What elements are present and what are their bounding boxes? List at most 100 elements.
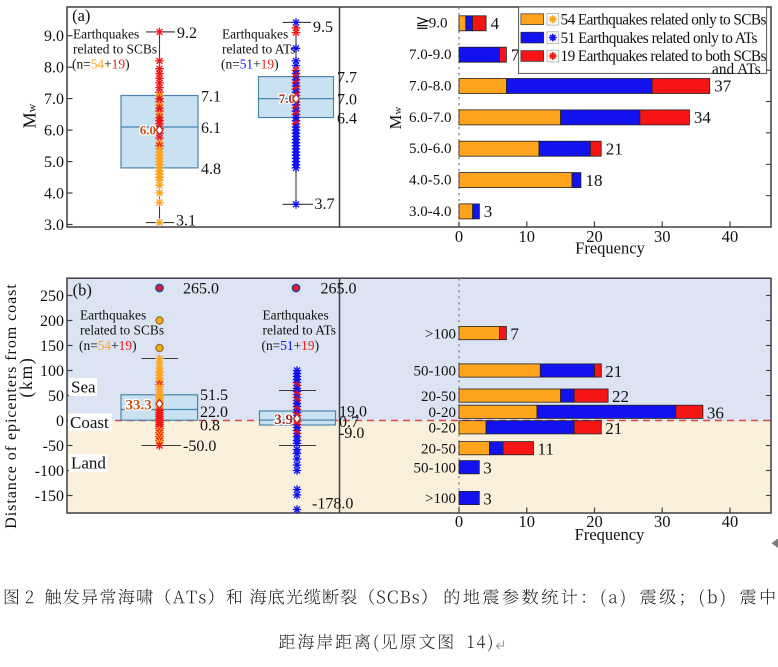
svg-text:20-50: 20-50 — [421, 441, 456, 457]
svg-text:related to ATs: related to ATs — [222, 42, 295, 57]
svg-text:265.0: 265.0 — [321, 281, 357, 298]
svg-text:19.0: 19.0 — [339, 404, 367, 421]
svg-text:100: 100 — [40, 363, 64, 380]
svg-text:18: 18 — [586, 171, 603, 190]
svg-text:10: 10 — [519, 512, 536, 531]
svg-text:Earthquakes: Earthquakes — [222, 27, 288, 42]
svg-text:7: 7 — [510, 325, 519, 344]
svg-text:3.7: 3.7 — [315, 196, 335, 213]
svg-text:(n=54+19): (n=54+19) — [72, 57, 130, 72]
svg-text:Frequency: Frequency — [575, 239, 645, 258]
svg-text:3.0: 3.0 — [44, 217, 64, 234]
svg-text:-9.0: -9.0 — [339, 425, 364, 442]
svg-text:21: 21 — [606, 139, 623, 158]
svg-text:40: 40 — [722, 512, 739, 531]
svg-text:7.0: 7.0 — [279, 91, 295, 106]
svg-text:Coast: Coast — [70, 413, 109, 432]
svg-text:7: 7 — [511, 45, 520, 64]
svg-text:51.5: 51.5 — [200, 387, 228, 404]
svg-text:7.0: 7.0 — [44, 91, 64, 108]
svg-text:(n=51+19): (n=51+19) — [221, 57, 279, 72]
svg-text:21: 21 — [605, 362, 622, 381]
svg-text:265.0: 265.0 — [183, 281, 219, 298]
svg-text:Distance of epicenters from co: Distance of epicenters from coast — [3, 283, 20, 528]
svg-text:20-50: 20-50 — [421, 389, 456, 405]
svg-text:(n=51+19): (n=51+19) — [262, 338, 320, 353]
svg-text:6.0: 6.0 — [44, 123, 64, 140]
svg-text:4.0: 4.0 — [44, 186, 64, 203]
svg-text:-50: -50 — [43, 438, 64, 455]
svg-text:4: 4 — [491, 14, 500, 33]
svg-text:and ATs: and ATs — [712, 61, 761, 78]
svg-text:22: 22 — [612, 387, 629, 406]
svg-text:50: 50 — [48, 388, 64, 405]
svg-text:Land: Land — [71, 454, 106, 473]
svg-text:(n=54+19): (n=54+19) — [79, 338, 137, 353]
svg-text:21: 21 — [605, 419, 622, 438]
svg-text:5.0-6.0: 5.0-6.0 — [409, 141, 452, 157]
svg-text:3: 3 — [483, 490, 492, 509]
svg-text:(km): (km) — [16, 356, 36, 397]
svg-text:-100: -100 — [35, 463, 64, 480]
svg-text:30: 30 — [654, 512, 671, 531]
svg-text:9.0: 9.0 — [429, 16, 448, 32]
svg-text:Frequency: Frequency — [575, 525, 645, 544]
svg-text:-178.0: -178.0 — [312, 496, 353, 513]
svg-text:0.8: 0.8 — [200, 418, 220, 435]
svg-text:22.0: 22.0 — [200, 404, 228, 421]
svg-text:6.1: 6.1 — [201, 120, 221, 137]
svg-text:30: 30 — [654, 227, 671, 246]
svg-text:>100: >100 — [425, 491, 456, 507]
svg-text:20: 20 — [586, 227, 603, 246]
svg-text:-150: -150 — [35, 488, 64, 505]
svg-text:11: 11 — [538, 440, 554, 459]
svg-text:3.0-4.0: 3.0-4.0 — [409, 204, 452, 220]
svg-text:0: 0 — [455, 512, 463, 531]
svg-text:3: 3 — [484, 202, 493, 221]
svg-text:0: 0 — [56, 413, 64, 430]
svg-text:0-20: 0-20 — [429, 421, 457, 437]
svg-text:3.9: 3.9 — [274, 412, 293, 428]
svg-text:Earthquakes: Earthquakes — [80, 307, 146, 322]
svg-text:7.0: 7.0 — [337, 92, 357, 109]
svg-text:Mw: Mw — [20, 103, 40, 128]
svg-text:7.7: 7.7 — [337, 70, 357, 87]
svg-text:(b): (b) — [73, 280, 92, 299]
svg-text:7.1: 7.1 — [201, 89, 221, 106]
svg-text:50-100: 50-100 — [414, 460, 457, 476]
svg-text:Sea: Sea — [71, 378, 96, 397]
svg-text:related to SCBs: related to SCBs — [73, 42, 157, 57]
svg-text:7.0-8.0: 7.0-8.0 — [409, 78, 452, 94]
svg-text:3.1: 3.1 — [176, 212, 196, 229]
svg-text:51 Earthquakes related only to: 51 Earthquakes related only to ATs — [561, 30, 758, 47]
svg-text:5.0: 5.0 — [44, 154, 64, 171]
svg-text:0-20: 0-20 — [429, 405, 457, 421]
svg-text:20: 20 — [586, 512, 603, 531]
svg-text:9.2: 9.2 — [177, 25, 197, 42]
svg-text:4.0-5.0: 4.0-5.0 — [409, 173, 452, 189]
svg-text:50-100: 50-100 — [414, 364, 457, 380]
svg-text:6.4: 6.4 — [337, 111, 357, 128]
svg-text:-50.0: -50.0 — [183, 438, 216, 455]
svg-text:10: 10 — [519, 227, 536, 246]
svg-text:250: 250 — [40, 288, 64, 305]
svg-text:9.5: 9.5 — [313, 19, 333, 36]
svg-text:150: 150 — [40, 338, 64, 355]
svg-text:37: 37 — [714, 77, 732, 96]
svg-text:8.0: 8.0 — [44, 60, 64, 77]
svg-text:related to ATs: related to ATs — [263, 323, 336, 338]
svg-text:54 Earthquakes related only to: 54 Earthquakes related only to SCBs — [561, 11, 767, 28]
svg-text:19 Earthquakes related to both: 19 Earthquakes related to both SCBs — [561, 48, 767, 65]
svg-text:Earthquakes: Earthquakes — [263, 307, 329, 322]
svg-text:Earthquakes: Earthquakes — [73, 27, 139, 42]
svg-text:>100: >100 — [425, 326, 456, 342]
svg-text:6.0: 6.0 — [140, 123, 156, 138]
svg-text:(a): (a) — [72, 6, 90, 25]
svg-text:200: 200 — [40, 313, 64, 330]
svg-text:36: 36 — [707, 403, 724, 422]
svg-text:33.3: 33.3 — [126, 397, 152, 413]
svg-text:7.0-9.0: 7.0-9.0 — [409, 47, 452, 63]
svg-text:6.0-7.0: 6.0-7.0 — [409, 110, 452, 126]
svg-text:3: 3 — [483, 459, 492, 478]
svg-text:34: 34 — [694, 108, 712, 127]
